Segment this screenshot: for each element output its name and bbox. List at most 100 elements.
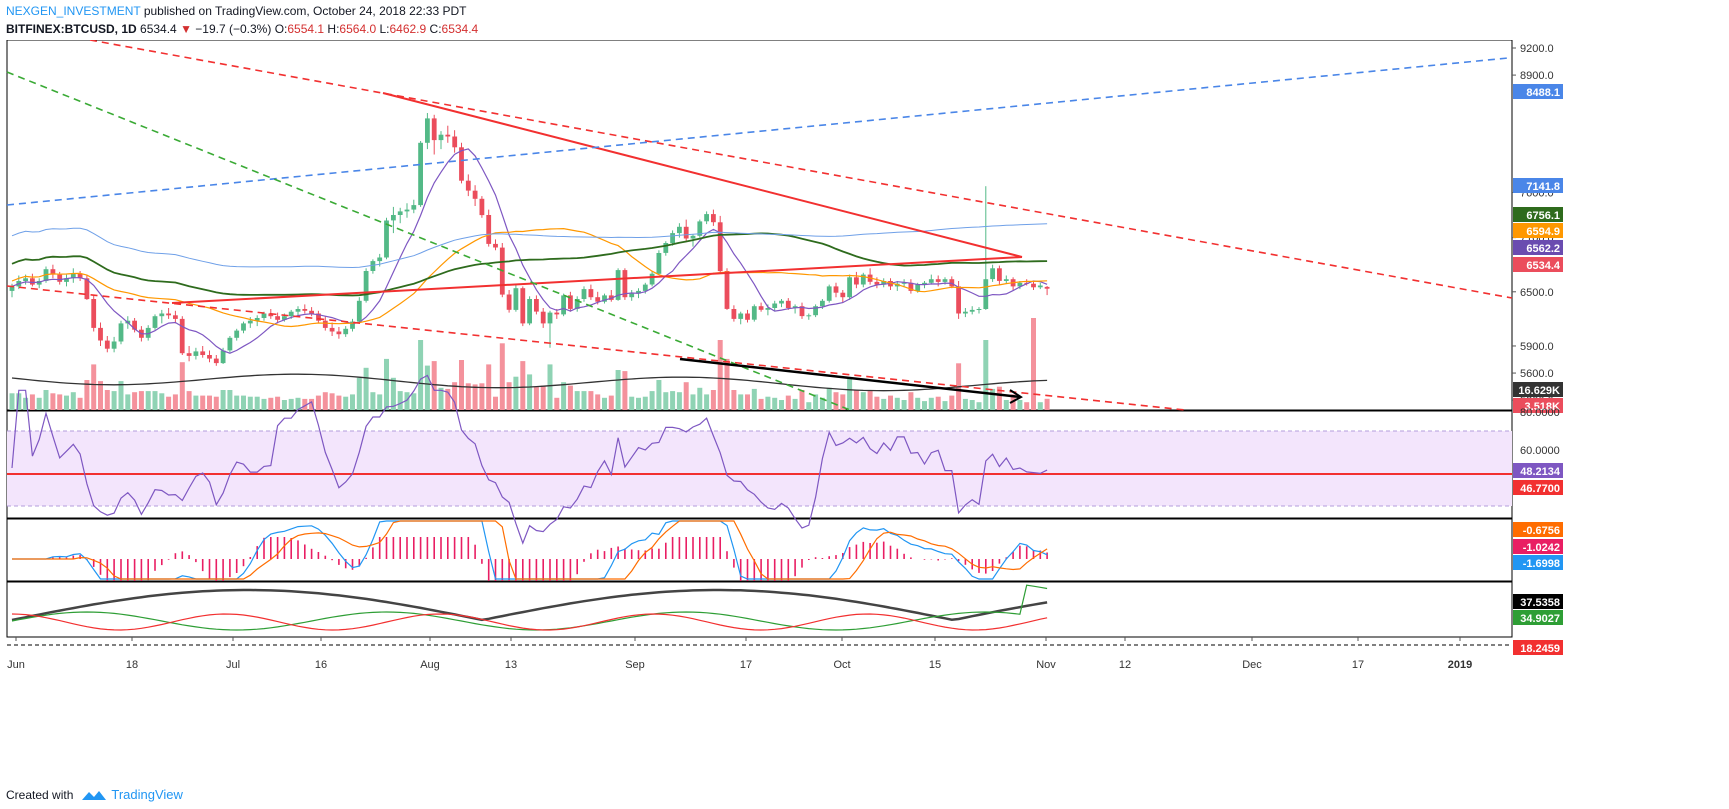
volume-bar [649,391,655,410]
volume-bar [234,395,240,410]
volume-bar [833,392,839,410]
volume-bar [23,397,29,410]
volume-bar [520,361,526,410]
volume-bar [533,386,539,410]
candle-body [438,134,444,141]
candle-body [881,281,887,285]
volume-bar [104,390,110,410]
volume-bar [36,397,42,410]
volume-bar [411,393,417,410]
volume-bar [241,395,246,410]
time-tick-label: 13 [505,659,517,671]
adx-line [11,588,1048,622]
volume-bar [465,383,471,410]
volume-bar [1044,398,1050,410]
volume-bar [70,392,76,410]
candle-body [254,318,260,321]
candle-body [928,279,934,283]
time-tick-label: 16 [315,659,327,671]
volume-bar [1037,402,1043,410]
volume-bar [193,395,199,410]
candle-body [84,278,90,300]
volume-bar [513,376,519,410]
volume-bar [356,377,362,410]
candle-body [527,299,532,324]
volume-bar [322,392,328,410]
candle-body [990,268,995,280]
volume-bar [567,385,573,410]
candle-body [901,282,907,284]
candle-body [186,353,192,356]
volume-bar [1031,318,1036,410]
pane-frame-0 [6,40,1513,411]
candle-body [391,215,396,221]
volume-bar [64,395,69,410]
price-tick-label: 5900.0 [1520,341,1554,353]
macd-signal-line [12,520,1048,580]
volume-bar [908,392,914,410]
ascending-support-line [171,256,1023,304]
candle-body [309,310,314,314]
price-badge [1513,240,1563,255]
candle-body [64,278,69,282]
high-value: 6564.0 [339,22,377,36]
pane-frame-2 [6,518,1513,582]
candle-body [145,327,151,338]
volume-bar [207,395,212,410]
candle-body [227,337,233,351]
candle-body [50,269,56,275]
volume-bar [479,383,485,410]
volume-bar [704,394,710,410]
last-price: 6534.4 [140,22,177,36]
candle-body [377,257,383,262]
volume-bar [29,394,35,410]
tradingview-brand[interactable]: TradingView [111,787,183,802]
volume-bar [179,362,185,410]
candle-body [615,270,621,300]
footer: Created with TradingView [6,787,183,802]
price-label: 8488.1 [1526,87,1560,99]
candle-body [445,134,451,137]
volume-bar [472,384,478,410]
candle-body [234,330,240,338]
price-label: 7141.8 [1526,181,1560,193]
volume-bar [350,394,355,410]
volume-bar [765,396,771,410]
candle-body [418,142,423,206]
candle-body [833,286,839,293]
chart-area[interactable]: 9200.08900.07600.07100.06500.05900.05600… [0,40,1729,780]
volume-bar [615,370,621,410]
candle-body [513,288,519,310]
candle-body [826,286,832,301]
candle-body [193,351,199,356]
candle-body [452,136,458,148]
candle-body [751,306,757,320]
price-badge [1513,257,1563,272]
author-link[interactable]: NEXGEN_INVESTMENT [6,4,141,18]
volume-bar [493,396,498,410]
candle-body [568,295,573,309]
open-value: 6554.1 [287,22,325,36]
volume-bar [922,401,927,410]
candle-body [411,205,417,210]
volume-bar [676,392,682,410]
volume-bar [336,395,342,410]
time-tick-label: 15 [929,659,941,671]
volume-bar [915,397,921,410]
arrow-head-icon [1009,389,1023,404]
ma-green-line [11,232,1048,297]
volume-bar [813,394,819,410]
time-tick-label: 17 [1352,659,1364,671]
published-text: published on TradingView.com, October 24… [143,4,467,18]
candle-body [288,311,294,317]
volume-bar [506,382,512,410]
volume-bar [527,374,533,410]
volume-bar [159,393,165,410]
volume-bar [847,378,853,410]
candle-body [860,274,866,285]
candle-body [77,273,83,279]
symbol-label[interactable]: BITFINEX:BTCUSD, 1D [6,22,137,36]
low-label: L: [379,22,390,36]
candle-body [213,358,219,364]
volume-bar [874,396,880,410]
